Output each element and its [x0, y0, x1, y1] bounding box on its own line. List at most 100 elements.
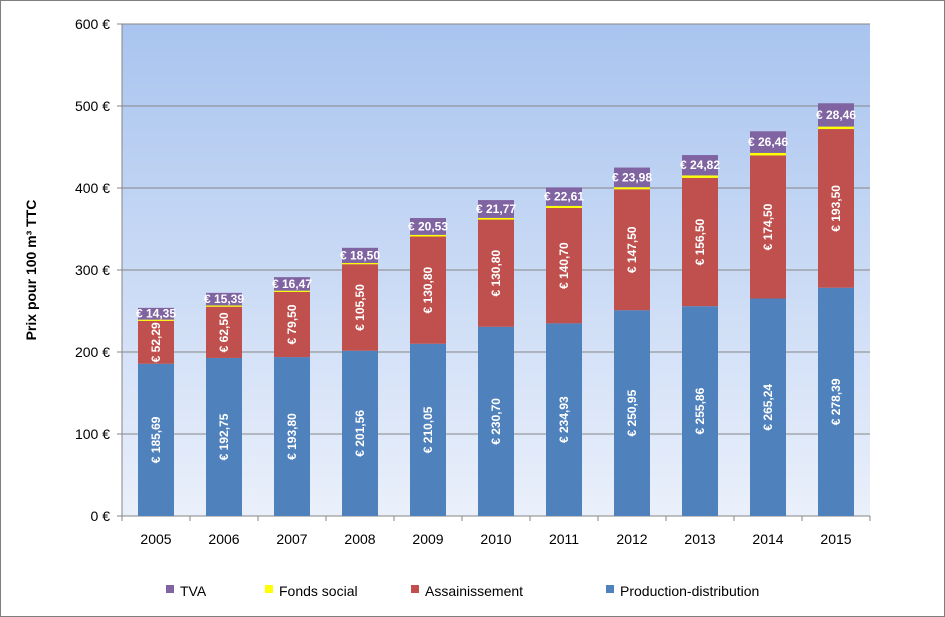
bar-segment-assainissement-2012 [614, 189, 650, 311]
bar-segment-tva-2009 [410, 218, 446, 235]
bar-value-label: € 210,05 [421, 406, 435, 453]
bar-value-label: € 234,93 [557, 396, 571, 443]
bar-value-label: € 14,35 [136, 307, 176, 321]
legend-item-production-distribution: Production-distribution [606, 583, 759, 599]
bar-value-label: € 255,86 [693, 387, 707, 434]
bar-value-label: € 52,29 [149, 322, 163, 362]
legend-item-fonds-social: Fonds social [265, 583, 358, 599]
bar-value-label: € 16,47 [272, 277, 312, 291]
bar-segment-tva-2011 [546, 187, 582, 206]
bar-value-label: € 24,82 [680, 158, 720, 172]
bar-segment-tva-2013 [682, 155, 718, 176]
bar-value-label: € 23,98 [612, 170, 652, 184]
bar-segment-production-distribution-2012 [614, 310, 650, 516]
bar-value-label: € 79,50 [285, 304, 299, 344]
bar-value-label: € 174,50 [761, 203, 775, 250]
legend-swatch [411, 585, 419, 593]
bar-segment-tva-2014 [750, 131, 786, 153]
y-tick-labels: 0 € 100 € 200 € 300 € 400 € 500 € 600 € [75, 16, 110, 524]
x-tick-label: 2013 [684, 531, 715, 547]
x-tick-label: 2012 [616, 531, 647, 547]
legend-swatch [265, 585, 273, 593]
bar-value-label: € 250,95 [625, 389, 639, 436]
y-tick-label: 600 € [75, 16, 110, 32]
bar-value-label: € 105,50 [353, 284, 367, 331]
x-tick-label: 2006 [208, 531, 239, 547]
bar-segment-fonds-social-2008 [342, 262, 378, 265]
bar-segment-production-distribution-2007 [274, 357, 310, 516]
bar-value-label: € 156,50 [693, 218, 707, 265]
bar-segment-fonds-social-2006 [206, 305, 242, 307]
bar-segment-fonds-social-2011 [546, 205, 582, 208]
bar-value-label: € 192,75 [217, 413, 231, 460]
y-tick-label: 100 € [75, 426, 110, 442]
bar-segment-assainissement-2014 [750, 155, 786, 299]
bar-segment-tva-2012 [614, 167, 650, 188]
y-tick-label: 400 € [75, 180, 110, 196]
bar-segment-production-distribution-2011 [546, 323, 582, 516]
bar-segment-assainissement-2011 [546, 207, 582, 324]
y-axis-title: Prix pour 100 m³ TTC [23, 200, 39, 341]
legend-swatch [166, 585, 174, 593]
bar-segment-tva-2010 [478, 200, 514, 218]
bar-segment-production-distribution-2010 [478, 326, 514, 516]
bar-segment-production-distribution-2009 [410, 343, 446, 516]
bar-segment-assainissement-2010 [478, 219, 514, 327]
x-tick-label: 2007 [276, 531, 307, 547]
bar-segment-fonds-social-2009 [410, 234, 446, 237]
bar-value-label: € 265,24 [761, 384, 775, 431]
legend-label: Fonds social [279, 583, 358, 599]
bar-segment-fonds-social-2010 [478, 217, 514, 220]
bar-segment-fonds-social-2005 [138, 319, 174, 321]
bars [138, 103, 854, 516]
legend-label: TVA [180, 583, 207, 599]
bar-value-label: € 185,69 [149, 416, 163, 463]
bar-segment-tva-2008 [342, 247, 378, 263]
x-tick-label: 2005 [140, 531, 171, 547]
legend-label: Production-distribution [620, 583, 759, 599]
y-tick-label: 0 € [91, 508, 111, 524]
bar-value-label: € 278,39 [829, 378, 843, 425]
legend-swatch [606, 585, 614, 593]
y-tick-label: 200 € [75, 344, 110, 360]
bar-segment-production-distribution-2008 [342, 350, 378, 516]
bar-segment-production-distribution-2015 [818, 287, 854, 516]
bar-value-label: € 230,70 [489, 398, 503, 445]
bar-value-label: € 193,50 [829, 185, 843, 232]
bar-segment-production-distribution-2013 [682, 306, 718, 516]
bar-value-labels: € 185,69 € 52,29€ 14,35 € 192,75 € 62,50 € 1… [136, 108, 856, 463]
bar-segment-tva-2006 [206, 292, 242, 306]
bar-segment-fonds-social-2014 [750, 152, 786, 156]
bar-segment-assainissement-2015 [818, 129, 854, 288]
bar-value-label: € 193,80 [285, 413, 299, 460]
bar-segment-assainissement-2005 [138, 320, 174, 364]
y-tick-label: 500 € [75, 98, 110, 114]
legend-label: Assainissement [425, 583, 523, 599]
bar-segment-assainissement-2007 [274, 291, 310, 358]
y-tick-label: 300 € [75, 262, 110, 278]
bar-segment-assainissement-2013 [682, 177, 718, 307]
legend-item-tva: TVA [166, 583, 207, 599]
x-tick-label: 2009 [412, 531, 443, 547]
bar-segment-assainissement-2006 [206, 306, 242, 358]
bar-value-label: € 140,70 [557, 242, 571, 289]
x-tick-label: 2011 [549, 531, 579, 547]
x-tick-label: 2008 [344, 531, 375, 547]
bar-segment-tva-2015 [818, 103, 854, 127]
legend-item-assainissement: Assainissement [411, 583, 523, 599]
bar-segment-fonds-social-2007 [274, 290, 310, 292]
bar-value-label: € 130,80 [489, 250, 503, 297]
x-tick-label: 2015 [820, 531, 851, 547]
bar-value-label: € 28,46 [816, 108, 856, 122]
bar-segment-tva-2007 [274, 277, 310, 291]
bar-segment-production-distribution-2005 [138, 363, 174, 516]
bar-value-label: € 21,77 [476, 202, 516, 216]
bar-value-label: € 62,50 [217, 312, 231, 352]
bar-value-label: € 130,80 [421, 266, 435, 313]
x-tick-label: 2014 [752, 531, 783, 547]
bar-value-label: € 201,56 [353, 410, 367, 457]
legend: TVA Fonds social Assainissement Production-… [166, 583, 759, 599]
bar-value-label: € 22,61 [544, 190, 584, 204]
bar-segment-fonds-social-2012 [614, 187, 650, 190]
